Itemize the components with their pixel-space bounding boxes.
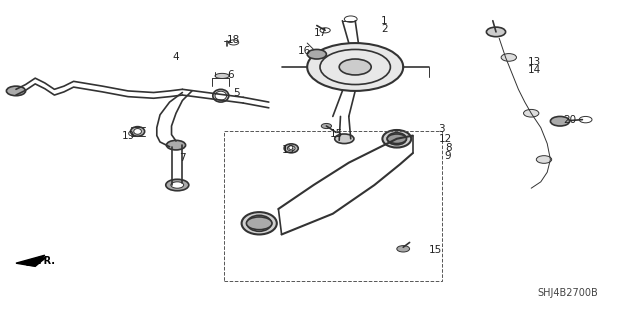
Polygon shape	[16, 255, 45, 266]
Circle shape	[524, 109, 539, 117]
Text: 14: 14	[528, 65, 541, 75]
Circle shape	[307, 43, 403, 91]
Ellipse shape	[215, 73, 229, 78]
Text: 15: 15	[330, 129, 343, 139]
Ellipse shape	[387, 133, 406, 145]
Circle shape	[6, 86, 26, 96]
Text: 19: 19	[122, 130, 135, 141]
Ellipse shape	[131, 127, 145, 136]
Text: 8: 8	[445, 143, 451, 153]
Text: 1: 1	[381, 16, 387, 26]
Circle shape	[166, 140, 186, 150]
Circle shape	[166, 179, 189, 191]
Ellipse shape	[284, 144, 298, 153]
Text: 12: 12	[438, 134, 452, 144]
Text: 15: 15	[429, 245, 442, 256]
Text: 2: 2	[381, 24, 387, 34]
Ellipse shape	[212, 89, 229, 102]
Ellipse shape	[287, 146, 295, 151]
Text: 9: 9	[445, 151, 451, 161]
Ellipse shape	[383, 130, 412, 148]
Ellipse shape	[242, 212, 277, 234]
Text: 4: 4	[173, 52, 179, 63]
Circle shape	[501, 54, 516, 61]
Ellipse shape	[247, 215, 271, 231]
Bar	[224, 131, 442, 281]
Circle shape	[550, 116, 570, 126]
Text: 18: 18	[227, 35, 241, 45]
Circle shape	[486, 27, 506, 37]
Text: 6: 6	[227, 70, 234, 80]
Text: 19: 19	[282, 145, 295, 155]
Circle shape	[536, 156, 552, 163]
Text: 7: 7	[179, 153, 186, 163]
Text: 17: 17	[314, 28, 327, 39]
Circle shape	[246, 217, 272, 230]
Circle shape	[321, 123, 332, 129]
Circle shape	[307, 49, 326, 59]
Text: 5: 5	[234, 87, 240, 98]
Circle shape	[387, 134, 406, 144]
Circle shape	[397, 246, 410, 252]
Text: 20: 20	[563, 115, 577, 125]
Text: 13: 13	[528, 57, 541, 67]
Circle shape	[171, 182, 184, 188]
Text: SHJ4B2700B: SHJ4B2700B	[538, 288, 598, 299]
Text: 3: 3	[438, 124, 445, 134]
Circle shape	[335, 134, 354, 144]
Ellipse shape	[215, 91, 227, 100]
Ellipse shape	[134, 129, 141, 134]
Circle shape	[339, 59, 371, 75]
Text: 16: 16	[298, 46, 311, 56]
Text: FR.: FR.	[37, 256, 55, 266]
